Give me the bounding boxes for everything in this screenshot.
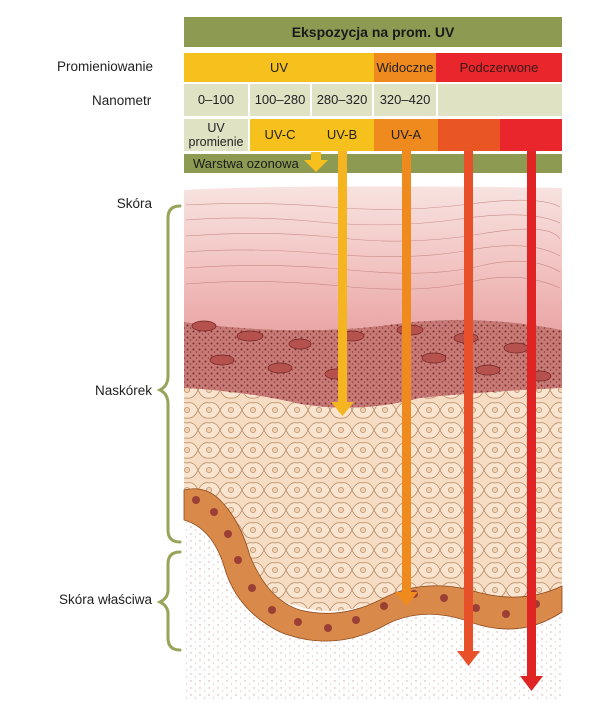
epidermis-label: Naskórek bbox=[94, 383, 152, 398]
uvb-arrow-icon bbox=[331, 151, 354, 416]
uva-arrow-icon bbox=[395, 151, 418, 606]
radiation-infrared: Podczerwone bbox=[436, 53, 562, 82]
ozone-layer-label: Warstwa ozonowa bbox=[193, 156, 299, 171]
nm-cell: 320–420 bbox=[374, 84, 436, 116]
ozone-arrow-icon bbox=[304, 152, 328, 172]
visible-arrow-icon bbox=[457, 151, 480, 666]
infrared-arrow-icon bbox=[520, 151, 543, 691]
dermis-label: Skóra właściwa bbox=[58, 592, 152, 607]
nm-cell bbox=[438, 84, 562, 116]
radiation-visible: Widoczne bbox=[374, 53, 436, 82]
type-infrared bbox=[500, 119, 562, 151]
row-label-radiation: Promieniowanie bbox=[57, 59, 154, 74]
radiation-uv: UV bbox=[184, 53, 374, 82]
type-uvb: UV-B bbox=[310, 119, 374, 151]
nm-cell: 0–100 bbox=[184, 84, 248, 116]
type-uv-rays: UV promienie bbox=[184, 119, 248, 151]
type-uvc: UV-C bbox=[250, 119, 310, 151]
nm-cell: 280–320 bbox=[312, 84, 372, 116]
nm-cell: 100–280 bbox=[250, 84, 310, 116]
header-title: Ekspozycja na prom. UV bbox=[184, 17, 562, 47]
skin-label: Skóra bbox=[116, 196, 152, 211]
type-uva: UV-A bbox=[374, 119, 438, 151]
type-visible bbox=[438, 119, 500, 151]
bracket-icon bbox=[156, 204, 182, 652]
row-label-nanometer: Nanometr bbox=[92, 93, 152, 108]
stratum-corneum bbox=[184, 186, 562, 331]
